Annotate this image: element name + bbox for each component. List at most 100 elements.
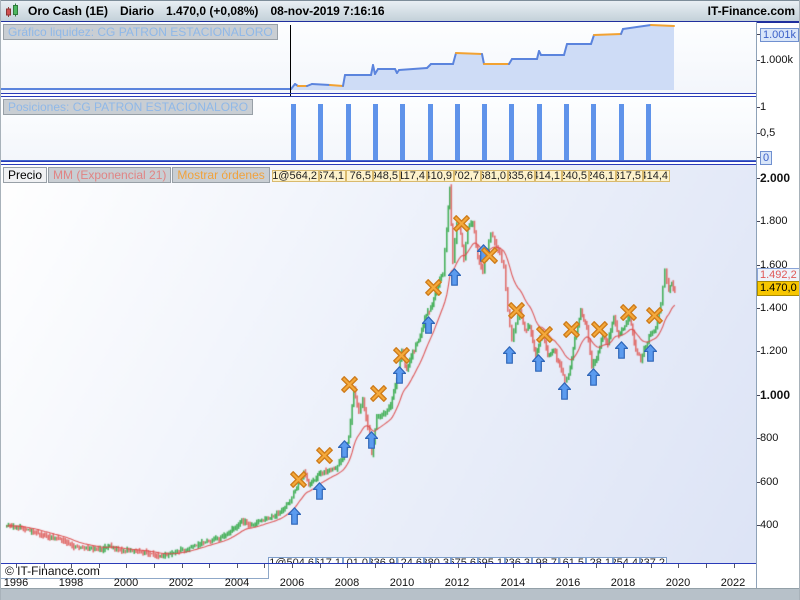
x-axis-tick [264,564,266,568]
x-axis-tick [98,564,100,568]
buy-arrow-marker [447,268,461,291]
buy-arrow-marker [287,507,301,530]
exit-cross-marker [424,278,442,301]
x-axis-tick [512,564,514,568]
buy-arrow-marker [421,316,435,339]
entry-order-label: 335,6 [508,170,535,182]
datetime-label: 08-nov-2019 7:16:16 [270,4,385,18]
equity-curve-segment [650,24,675,27]
entry-order-label: 410,9 [427,170,454,182]
positions-axis-label: 0 [760,151,773,165]
buy-arrow-marker [586,368,600,391]
equity-curve-segment [311,83,331,86]
x-axis-year-label: 2006 [279,577,305,589]
exit-cross-marker [289,470,307,493]
exit-cross-marker [645,306,663,329]
price-axis-label: 800 [760,432,779,444]
x-axis-year-label: 2010 [389,577,415,589]
y-axis-tick [756,308,760,309]
position-bar [590,104,596,160]
x-axis-year-label: 2012 [444,577,470,589]
entry-order-label: 702,7 [454,170,481,182]
price-chart-canvas[interactable] [1,165,756,563]
price-axis-label: 2.000 [760,171,791,185]
buy-arrow-marker [364,431,378,454]
buy-arrow-marker [392,366,406,389]
position-bar [317,104,323,160]
show-orders-toggle[interactable]: Mostrar órdenes [172,167,270,183]
exit-cross-marker [315,446,333,469]
equity-curve-segment [481,53,485,65]
x-axis-tick [236,564,238,568]
exit-cross-marker [369,384,387,407]
buy-arrow-marker [614,341,628,364]
price-axis-label: 1.400 [760,302,788,314]
mm-price-tag: 1.492,2 [757,268,799,282]
quote-value: 1.470,0 (+0,08%) [166,4,259,18]
y-axis-tick [756,265,760,266]
x-axis-tick [71,564,73,568]
liquidity-axis-label: 1.001k [760,28,799,42]
x-axis-tick [568,564,569,568]
entry-order-label: 681,0 [481,170,508,182]
x-axis-tick [706,564,707,568]
x-axis-tick [43,564,45,568]
chart-bottom-border [1,563,757,564]
x-axis-year-label: 2004 [224,577,250,589]
x-axis-tick [374,564,376,568]
window-footer [1,588,799,600]
title-bar: Oro Cash (1E) Diario 1.470,0 (+0,08%) 08… [1,0,799,23]
position-bar [481,104,487,160]
chart-cursor-line[interactable] [290,25,291,99]
y-axis-tick [756,178,760,179]
equity-curve-segment [593,33,622,36]
mm-indicator-label[interactable]: MM (Exponencial 21) [48,167,172,183]
x-axis-tick [16,564,17,568]
x-axis-year-label: 2022 [720,577,746,589]
candlestick-icon [5,3,20,19]
x-axis-year-label: 2014 [500,577,526,589]
x-axis-tick [319,564,321,568]
x-axis-tick [678,564,680,568]
exit-cross-marker [480,246,498,269]
equity-curve-segment [372,64,376,75]
exit-cross-marker [392,346,410,369]
exit-cross-marker [340,375,358,398]
buy-arrow-marker [337,440,351,463]
x-axis-year-label: 1996 [3,577,29,589]
y-axis-tick [756,107,760,108]
x-axis-tick [402,564,404,568]
buy-arrow-marker [312,482,326,505]
price-axis-label: 1.800 [760,215,788,227]
position-bar [454,104,460,160]
x-axis-tick [623,564,625,568]
price-axis-label: 1.000 [760,388,791,402]
buy-arrow-marker [643,344,657,367]
position-bar [508,104,514,160]
x-axis-tick [292,564,293,568]
liquidity-axis-label: 1.000k [760,54,794,66]
equity-curve-segment [398,67,428,71]
entry-order-label: 948,5 [373,170,400,182]
exit-cross-marker [619,303,637,326]
y-axis-tick [756,395,760,396]
x-axis-year-label: 2008 [334,577,360,589]
x-axis-year-label: 1998 [58,577,84,589]
entry-order-label: 317,5 [616,170,643,182]
position-bar [290,104,296,160]
x-axis-tick [154,564,155,568]
panel-separator [1,161,757,162]
buy-arrow-marker [531,354,545,377]
position-bar [618,104,624,160]
price-axis-label: 1.200 [760,345,788,357]
panel-separator [1,96,757,97]
equity-curve-segment [342,74,346,87]
positions-indicator-label[interactable]: Posiciones: CG PATRON ESTACIONALORO [3,99,254,115]
timeframe-label: Diario [120,4,155,18]
y-axis-tick [756,351,760,352]
equity-curve-segment [563,43,568,56]
position-bar [645,104,651,160]
liquidity-indicator-label[interactable]: Gráfico liquidez: CG PATRON ESTACIONALOR… [3,24,278,40]
y-axis-tick [756,133,760,134]
entry-order-label: 76,5 [346,170,373,182]
